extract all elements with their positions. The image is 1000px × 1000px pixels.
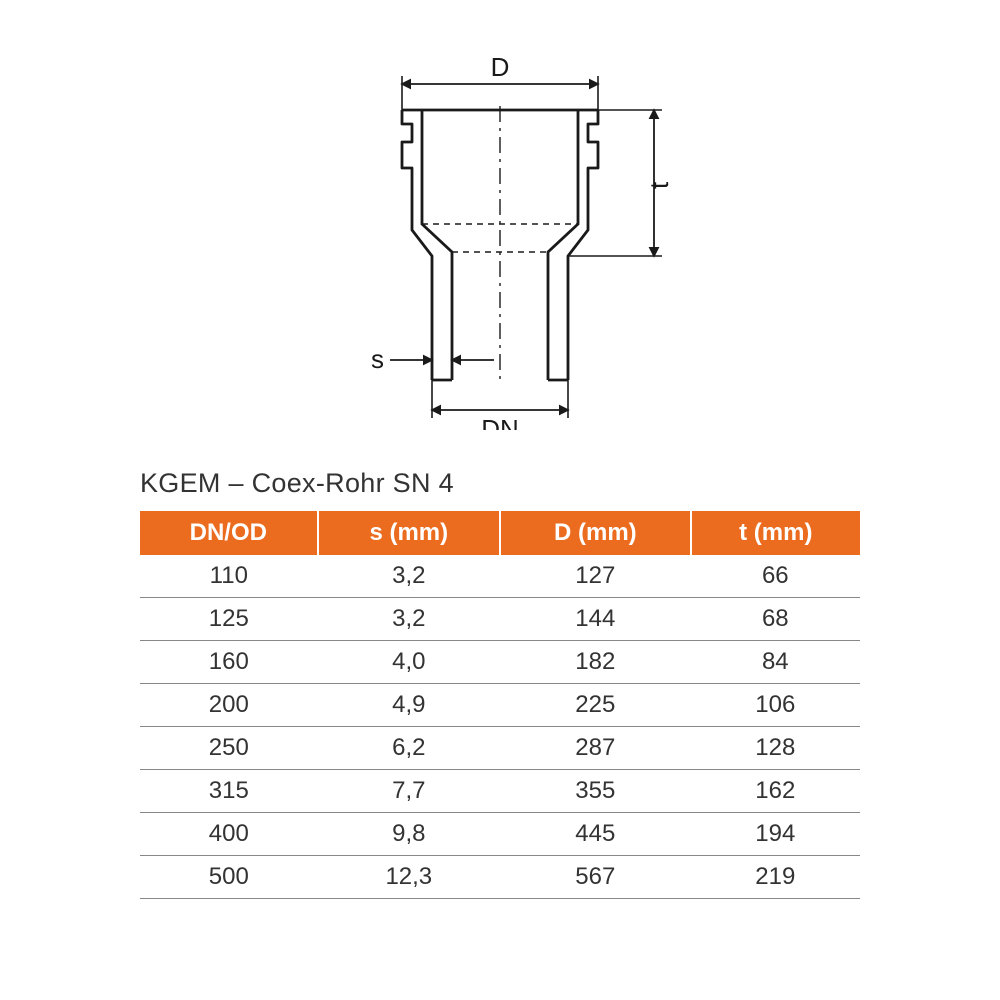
col-header: s (mm) (318, 511, 500, 555)
table-cell: 125 (140, 598, 318, 641)
table-cell: 3,2 (318, 598, 500, 641)
col-header: D (mm) (500, 511, 691, 555)
table-cell: 162 (691, 770, 860, 813)
table-cell: 219 (691, 856, 860, 899)
table-cell: 225 (500, 684, 691, 727)
table-row: 4009,8445194 (140, 813, 860, 856)
table-cell: 68 (691, 598, 860, 641)
table-cell: 355 (500, 770, 691, 813)
table-caption: KGEM – Coex-Rohr SN 4 (140, 468, 860, 499)
table-row: 2506,2287128 (140, 727, 860, 770)
table-cell: 144 (500, 598, 691, 641)
technical-drawing: Dt DN s (140, 50, 860, 430)
table-cell: 250 (140, 727, 318, 770)
table-cell: 110 (140, 555, 318, 598)
svg-text:s: s (371, 344, 384, 374)
svg-text:D: D (491, 52, 510, 82)
table-cell: 4,0 (318, 641, 500, 684)
table-cell: 287 (500, 727, 691, 770)
table-cell: 127 (500, 555, 691, 598)
table-cell: 84 (691, 641, 860, 684)
table-cell: 194 (691, 813, 860, 856)
table-cell: 400 (140, 813, 318, 856)
table-cell: 12,3 (318, 856, 500, 899)
spec-table: DN/ODs (mm)D (mm)t (mm) 1103,2127661253,… (140, 511, 860, 899)
table-row: 2004,9225106 (140, 684, 860, 727)
col-header: t (mm) (691, 511, 860, 555)
table-row: 1604,018284 (140, 641, 860, 684)
table-row: 50012,3567219 (140, 856, 860, 899)
table-row: 3157,7355162 (140, 770, 860, 813)
pipe-diagram: Dt DN s (290, 50, 710, 430)
table-cell: 567 (500, 856, 691, 899)
svg-text:DN: DN (481, 414, 519, 430)
table-cell: 128 (691, 727, 860, 770)
table-cell: 200 (140, 684, 318, 727)
table-cell: 3,2 (318, 555, 500, 598)
table-cell: 7,7 (318, 770, 500, 813)
table-cell: 9,8 (318, 813, 500, 856)
table-cell: 500 (140, 856, 318, 899)
table-cell: 4,9 (318, 684, 500, 727)
table-cell: 445 (500, 813, 691, 856)
table-cell: 6,2 (318, 727, 500, 770)
table-cell: 66 (691, 555, 860, 598)
table-row: 1103,212766 (140, 555, 860, 598)
col-header: DN/OD (140, 511, 318, 555)
table-cell: 160 (140, 641, 318, 684)
table-row: 1253,214468 (140, 598, 860, 641)
svg-text:t: t (644, 181, 674, 189)
table-cell: 182 (500, 641, 691, 684)
table-cell: 315 (140, 770, 318, 813)
table-cell: 106 (691, 684, 860, 727)
